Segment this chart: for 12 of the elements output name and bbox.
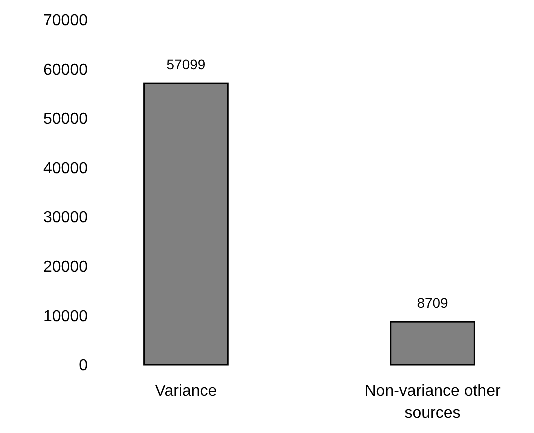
y-tick-label: 50000 [44, 111, 88, 128]
y-tick-label: 30000 [44, 210, 88, 227]
y-tick-label: 70000 [44, 12, 88, 30]
y-tick-label: 60000 [44, 62, 88, 79]
x-tick-label: Non-variance other sources [364, 383, 502, 422]
data-label: 57099 [166, 56, 206, 73]
y-tick-label: 20000 [44, 259, 88, 276]
y-tick-label: 0 [79, 358, 88, 375]
x-tick-label: Variance [155, 383, 218, 400]
y-tick-label: 40000 [44, 160, 88, 178]
data-label: 8709 [417, 295, 449, 312]
y-tick-label: 10000 [44, 308, 88, 326]
